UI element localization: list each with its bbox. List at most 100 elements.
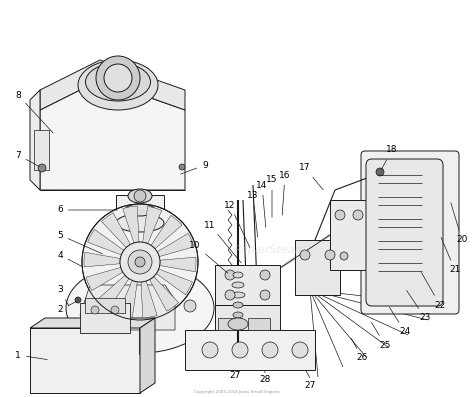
Text: 7: 7	[15, 150, 39, 167]
Wedge shape	[88, 229, 124, 255]
Circle shape	[38, 164, 46, 172]
Circle shape	[184, 300, 196, 312]
Polygon shape	[215, 305, 280, 330]
Bar	[34, 130, 49, 170]
Bar	[330, 200, 368, 270]
Text: 13: 13	[247, 191, 259, 237]
Text: 17: 17	[299, 164, 323, 190]
Circle shape	[225, 270, 235, 280]
Circle shape	[75, 297, 81, 303]
Text: 3: 3	[57, 285, 69, 306]
Text: 24: 24	[390, 307, 410, 337]
Text: 5: 5	[57, 231, 102, 254]
Circle shape	[340, 252, 348, 260]
Text: 23: 23	[407, 290, 431, 322]
Circle shape	[202, 342, 218, 358]
Text: 11: 11	[204, 220, 241, 263]
Ellipse shape	[116, 200, 164, 220]
Circle shape	[225, 290, 235, 300]
Text: 25: 25	[372, 322, 391, 349]
Ellipse shape	[233, 302, 243, 308]
FancyBboxPatch shape	[366, 159, 443, 306]
Circle shape	[335, 210, 345, 220]
Circle shape	[260, 270, 270, 280]
Wedge shape	[156, 269, 192, 295]
Polygon shape	[185, 330, 315, 370]
Text: 4: 4	[57, 251, 82, 267]
Text: 28: 28	[259, 376, 271, 385]
Circle shape	[104, 64, 132, 92]
Polygon shape	[215, 265, 280, 305]
Wedge shape	[84, 252, 120, 267]
Circle shape	[91, 306, 99, 314]
Text: 9: 9	[181, 160, 208, 174]
Ellipse shape	[66, 263, 214, 353]
Text: 15: 15	[266, 175, 278, 217]
FancyBboxPatch shape	[361, 151, 459, 314]
Polygon shape	[30, 90, 40, 190]
Polygon shape	[295, 240, 340, 295]
Wedge shape	[86, 268, 123, 291]
Ellipse shape	[78, 60, 158, 110]
Text: 6: 6	[57, 206, 117, 214]
Text: 1: 1	[15, 351, 47, 360]
Circle shape	[128, 250, 152, 274]
Wedge shape	[98, 275, 129, 308]
Bar	[85, 298, 125, 313]
Polygon shape	[40, 80, 185, 190]
Circle shape	[325, 250, 335, 260]
Circle shape	[96, 56, 140, 100]
Ellipse shape	[233, 272, 243, 278]
Bar	[248, 318, 270, 330]
Bar	[80, 303, 130, 333]
Wedge shape	[143, 206, 162, 244]
Text: 22: 22	[421, 272, 446, 310]
Polygon shape	[140, 318, 155, 393]
Circle shape	[134, 190, 146, 202]
Wedge shape	[141, 281, 157, 318]
Text: 27: 27	[229, 370, 241, 380]
Wedge shape	[118, 280, 137, 318]
Circle shape	[93, 301, 107, 315]
Polygon shape	[40, 60, 185, 110]
Text: 10: 10	[189, 241, 228, 273]
Circle shape	[292, 342, 308, 358]
Wedge shape	[150, 276, 179, 311]
Ellipse shape	[228, 318, 248, 330]
Wedge shape	[151, 215, 182, 249]
Wedge shape	[160, 257, 196, 272]
Polygon shape	[80, 285, 175, 330]
Circle shape	[179, 164, 185, 170]
Text: 14: 14	[256, 181, 268, 227]
Bar	[218, 318, 240, 330]
Ellipse shape	[125, 204, 155, 216]
Ellipse shape	[85, 63, 151, 101]
Circle shape	[135, 257, 145, 267]
Circle shape	[111, 306, 119, 314]
Text: RepairSteam: RepairSteam	[234, 245, 306, 255]
Circle shape	[376, 168, 384, 176]
Ellipse shape	[231, 292, 245, 298]
Circle shape	[262, 342, 278, 358]
Circle shape	[232, 342, 248, 358]
Wedge shape	[123, 206, 139, 243]
Text: 26: 26	[351, 338, 368, 362]
Wedge shape	[101, 213, 130, 247]
Text: 27: 27	[304, 380, 316, 389]
Text: 8: 8	[15, 91, 53, 133]
Wedge shape	[157, 233, 194, 256]
Circle shape	[300, 250, 310, 260]
Bar	[116, 195, 164, 223]
Text: 16: 16	[279, 170, 291, 215]
Ellipse shape	[232, 282, 244, 288]
Text: 2: 2	[57, 301, 76, 314]
Text: 12: 12	[224, 200, 250, 247]
Text: 21: 21	[441, 237, 461, 274]
Circle shape	[120, 242, 160, 282]
Text: 20: 20	[451, 202, 468, 245]
Text: 18: 18	[381, 145, 398, 170]
Circle shape	[82, 204, 198, 320]
Circle shape	[260, 290, 270, 300]
Text: Copyright 2003-2014 Jacks Small Engines: Copyright 2003-2014 Jacks Small Engines	[194, 390, 280, 394]
Circle shape	[353, 210, 363, 220]
